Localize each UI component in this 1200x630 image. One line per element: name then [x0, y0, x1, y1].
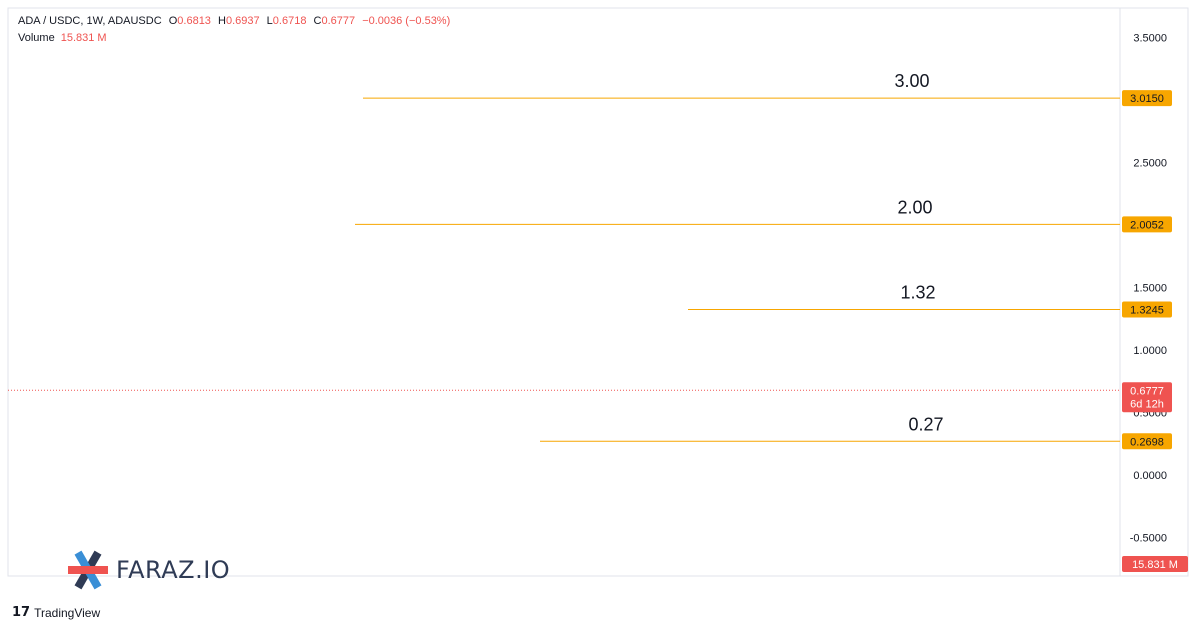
level-label: 1.32 [900, 282, 935, 302]
last-price-badge [1122, 382, 1172, 413]
close-value: 0.6777 [321, 15, 356, 27]
high-key: H [218, 15, 226, 27]
close-key: C [313, 15, 322, 27]
level-label: 3.00 [894, 71, 929, 91]
faraz-logo: FARAZ.IO [66, 548, 230, 592]
y-tick-label: -0.5000 [1130, 533, 1167, 545]
level-price-badge [1122, 90, 1172, 107]
tradingview-footer[interactable]: 17 TradingView [12, 605, 100, 620]
level-price-badge [1122, 216, 1172, 233]
faraz-logo-text: FARAZ.IO [116, 556, 231, 584]
y-tick-label: 3.5000 [1133, 33, 1167, 45]
high-value: 0.6937 [225, 15, 260, 27]
volume-badge [1122, 556, 1188, 572]
symbol-header: ADA / USDC, 1W, ADAUSDC O0.6813 H0.6937 … [18, 15, 450, 27]
volume-value: 15.831 M [60, 32, 107, 44]
chart-frame [7, 7, 1189, 577]
open-key: O [168, 15, 178, 27]
level-label: 2.00 [897, 197, 932, 217]
level-price-badge [1122, 301, 1172, 318]
y-tick-label: 1.5000 [1133, 283, 1167, 295]
level-label: 0.27 [908, 414, 943, 434]
open-value: 0.6813 [177, 15, 211, 27]
level-price-text: 2.0052 [1130, 219, 1164, 231]
volume-legend: Volume 15.831 M [18, 32, 107, 44]
y-tick-label: 0.0000 [1133, 470, 1167, 482]
level-price-badge [1122, 433, 1172, 450]
low-value: 0.6718 [272, 15, 307, 27]
countdown-text: 6d 12h [1130, 398, 1164, 410]
volume-badge-text: 15.831 M [1132, 559, 1178, 571]
level-price-text: 3.0150 [1130, 93, 1164, 105]
y-tick-label: 2.5000 [1133, 158, 1167, 170]
tradingview-icon: 17 [12, 605, 31, 620]
volume-label: Volume [18, 32, 55, 44]
y-tick-label: 1.0000 [1133, 345, 1167, 357]
level-price-text: 0.2698 [1130, 436, 1164, 448]
last-price-text: 0.6777 [1130, 385, 1164, 397]
symbol-name: ADA / USDC, 1W, ADAUSDC [18, 15, 162, 27]
level-price-text: 1.3245 [1130, 304, 1164, 316]
faraz-asterisk-icon [68, 550, 108, 590]
change-value: −0.0036 (−0.53%) [362, 15, 451, 27]
low-key: L [266, 15, 273, 27]
tradingview-label: TradingView [34, 605, 101, 620]
